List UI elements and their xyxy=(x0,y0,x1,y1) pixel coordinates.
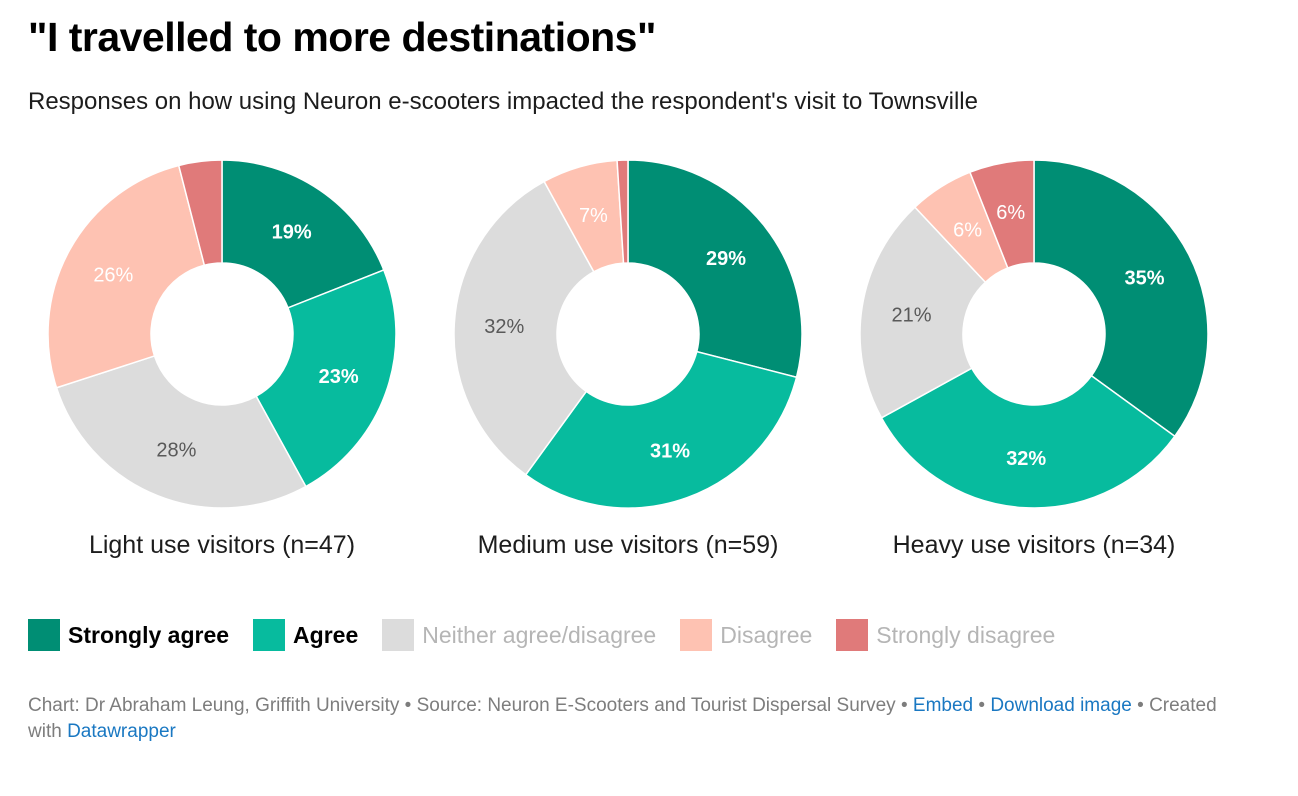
footer-separator: • xyxy=(895,695,913,716)
slice-strongly-disagree-chart-1 xyxy=(177,159,223,267)
data-label-strongly-agree-chart-1: 19% xyxy=(272,221,312,243)
download-image-link[interactable]: Download image xyxy=(990,695,1132,716)
legend-label-agree: Agree xyxy=(293,621,359,648)
data-label-strongly-agree-chart-3: 35% xyxy=(1124,268,1164,290)
slice-neither-agree-disagree-chart-2 xyxy=(453,180,595,476)
footer-separator: • xyxy=(399,695,417,716)
legend-swatch-disagree xyxy=(680,619,713,651)
legend-item-neither: Neither agree/disagree xyxy=(382,619,656,651)
data-label-disagree-chart-2: 7% xyxy=(579,205,608,227)
legend-label-strongly-agree: Strongly agree xyxy=(68,621,230,648)
chart-subtitle: Responses on how using Neuron e-scooters… xyxy=(28,88,978,115)
slice-agree-chart-2 xyxy=(524,350,798,509)
legend-item-strongly-disagree: Strongly disagree xyxy=(836,619,1055,651)
legend-label-strongly-disagree: Strongly disagree xyxy=(876,621,1056,648)
legend-swatch-strongly-agree xyxy=(28,619,60,651)
legend-item-disagree: Disagree xyxy=(680,619,812,651)
slice-strongly-agree-chart-1 xyxy=(221,159,385,309)
footer-separator: • xyxy=(1131,695,1150,716)
footer: Chart: Dr Abraham Leung, Griffith Univer… xyxy=(28,693,1238,745)
data-label-neither-agree-disagree-chart-3: 21% xyxy=(892,305,932,327)
datawrapper-link[interactable]: Datawrapper xyxy=(67,721,176,742)
slice-agree-chart-3 xyxy=(880,367,1176,509)
data-label-disagree-chart-1: 26% xyxy=(93,264,133,286)
slice-strongly-disagree-chart-3 xyxy=(968,159,1035,269)
legend-label-neither: Neither agree/disagree xyxy=(422,621,657,648)
legend-item-strongly-agree: Strongly agree xyxy=(28,619,229,651)
data-label-disagree-chart-3: 6% xyxy=(953,219,982,241)
footer-credit: Chart: Dr Abraham Leung, Griffith Univer… xyxy=(28,695,400,716)
chart-caption-1: Light use visitors (n=47) xyxy=(89,531,355,559)
embed-link[interactable]: Embed xyxy=(912,695,974,716)
data-label-agree-chart-1: 23% xyxy=(319,366,359,388)
data-label-strongly-agree-chart-2: 29% xyxy=(706,248,746,270)
slice-strongly-agree-chart-2 xyxy=(627,159,803,379)
footer-source: Source: Neuron E-Scooters and Tourist Di… xyxy=(416,695,896,716)
slice-strongly-disagree-chart-2 xyxy=(616,159,629,264)
data-label-neither-agree-disagree-chart-2: 32% xyxy=(484,316,524,338)
data-label-strongly-disagree-chart-3: 6% xyxy=(996,202,1025,224)
legend-item-agree: Agree xyxy=(253,619,358,651)
legend-swatch-neither xyxy=(382,619,415,651)
data-label-agree-chart-3: 32% xyxy=(1006,448,1046,470)
legend-swatch-strongly-disagree xyxy=(836,619,869,651)
slice-neither-agree-disagree-chart-1 xyxy=(55,354,307,509)
chart-caption-2: Medium use visitors (n=59) xyxy=(478,531,779,559)
chart-title: "I travelled to more destinations" xyxy=(28,14,656,60)
slice-strongly-agree-chart-3 xyxy=(1033,159,1209,438)
footer-separator: • xyxy=(973,695,991,716)
legend: Strongly agree Agree Neither agree/disag… xyxy=(28,619,1079,651)
footer-created: Created with xyxy=(28,695,1217,742)
slice-agree-chart-1 xyxy=(255,268,397,488)
data-label-neither-agree-disagree-chart-1: 28% xyxy=(156,439,196,461)
legend-label-disagree: Disagree xyxy=(720,621,813,648)
chart-caption-3: Heavy use visitors (n=34) xyxy=(893,531,1176,559)
legend-swatch-agree xyxy=(253,619,286,651)
data-label-agree-chart-2: 31% xyxy=(650,441,690,463)
slice-disagree-chart-1 xyxy=(47,164,206,389)
slice-neither-agree-disagree-chart-3 xyxy=(859,206,987,419)
